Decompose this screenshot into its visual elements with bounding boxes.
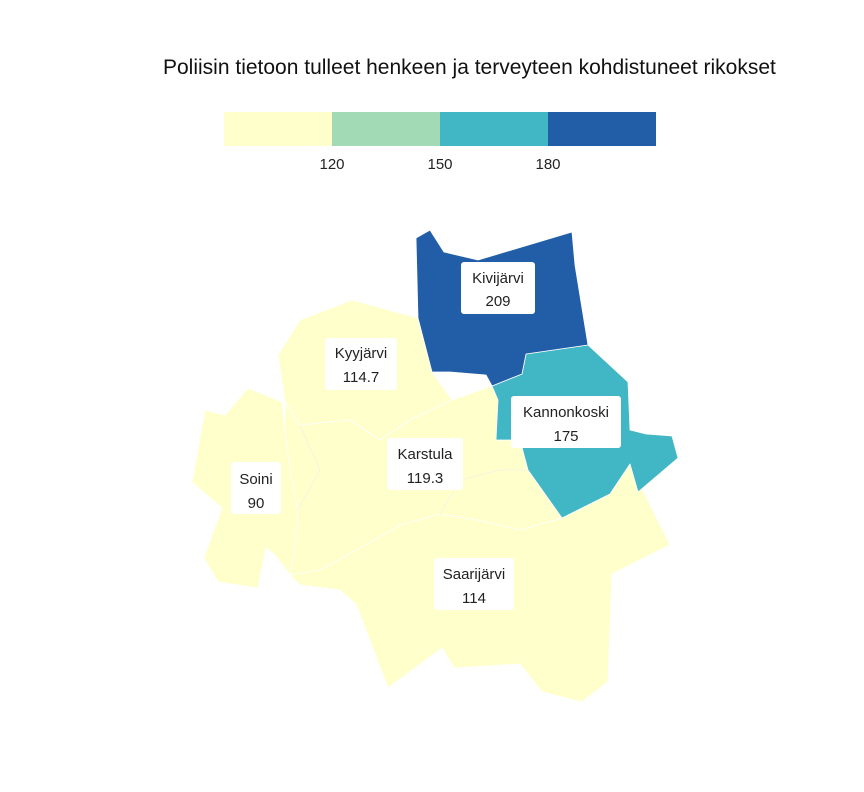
label-saarijarvi: Saarijärvi 114 xyxy=(434,558,514,610)
inner-boundary-1 xyxy=(297,424,321,511)
legend-swatch-1 xyxy=(224,112,332,146)
label-kannonkoski: Kannonkoski 175 xyxy=(511,396,621,448)
label-soini: Soini 90 xyxy=(231,462,281,514)
label-karstula-value: 119.3 xyxy=(407,470,443,487)
label-kyyjarvi: Kyyjärvi 114.7 xyxy=(325,338,397,390)
label-soini-name: Soini xyxy=(239,471,272,488)
legend-swatch-2 xyxy=(332,112,440,146)
inner-boundary-2 xyxy=(439,469,528,515)
legend-swatch-4 xyxy=(548,112,656,146)
region-labels: Kivijärvi 209 Kannonkoski 175 Kyyjärvi 1… xyxy=(231,262,621,610)
legend: 120 150 180 xyxy=(224,112,656,173)
label-kivijarvi-name: Kivijärvi xyxy=(472,270,524,287)
label-karstula: Karstula 119.3 xyxy=(387,438,463,490)
label-saarijarvi-name: Saarijärvi xyxy=(443,566,506,583)
label-kyyjarvi-value: 114.7 xyxy=(343,369,379,386)
label-kivijarvi-value: 209 xyxy=(485,293,510,310)
map-title: Poliisin tietoon tulleet henkeen ja terv… xyxy=(163,56,776,79)
label-karstula-name: Karstula xyxy=(397,446,453,463)
legend-tick-180: 180 xyxy=(535,156,560,173)
label-kannonkoski-value: 175 xyxy=(553,428,578,445)
label-kivijarvi: Kivijärvi 209 xyxy=(461,262,535,314)
legend-swatch-3 xyxy=(440,112,548,146)
label-kannonkoski-name: Kannonkoski xyxy=(523,404,609,421)
label-soini-value: 90 xyxy=(248,495,265,512)
legend-tick-120: 120 xyxy=(319,156,344,173)
label-kyyjarvi-name: Kyyjärvi xyxy=(335,345,388,362)
label-saarijarvi-value: 114 xyxy=(462,590,486,607)
legend-tick-150: 150 xyxy=(427,156,452,173)
